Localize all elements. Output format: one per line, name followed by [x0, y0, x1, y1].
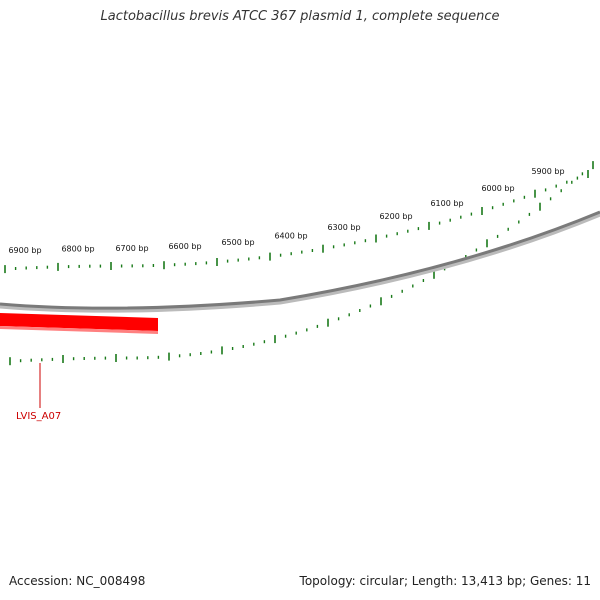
tick-label: 5900 bp [531, 167, 564, 176]
tick-label: 6900 bp [8, 246, 41, 255]
inner-tick-ruler [9, 161, 594, 366]
gene-arrow-lvis-a07-shadow [0, 326, 158, 334]
tick-labels: 5900 bp 6000 bp 6100 bp 6200 bp 6300 bp 6400 … [8, 167, 564, 255]
tick-label: 6400 bp [274, 232, 307, 241]
tick-label: 6200 bp [379, 212, 412, 221]
gene-label-lvis-a07[interactable]: LVIS_A07 [16, 411, 61, 422]
gene-arrow-lvis-a07[interactable] [0, 313, 158, 331]
tick-label: 6800 bp [61, 244, 94, 253]
tick-label: 6100 bp [430, 199, 463, 208]
tick-label: 6500 bp [221, 238, 254, 247]
tick-label: 6600 bp [168, 242, 201, 251]
sequence-summary: Topology: circular; Length: 13,413 bp; G… [299, 574, 591, 588]
tick-label: 6700 bp [115, 244, 148, 253]
map-title: Lactobacillus brevis ATCC 367 plasmid 1,… [100, 9, 500, 24]
tick-label: 6300 bp [327, 223, 360, 232]
tick-label: 6000 bp [481, 184, 514, 193]
plasmid-backbone [0, 210, 600, 310]
accession-label: Accession: NC_008498 [9, 574, 146, 588]
plasmid-backbone-shadow [0, 211, 600, 313]
outer-tick-ruler [4, 170, 589, 274]
